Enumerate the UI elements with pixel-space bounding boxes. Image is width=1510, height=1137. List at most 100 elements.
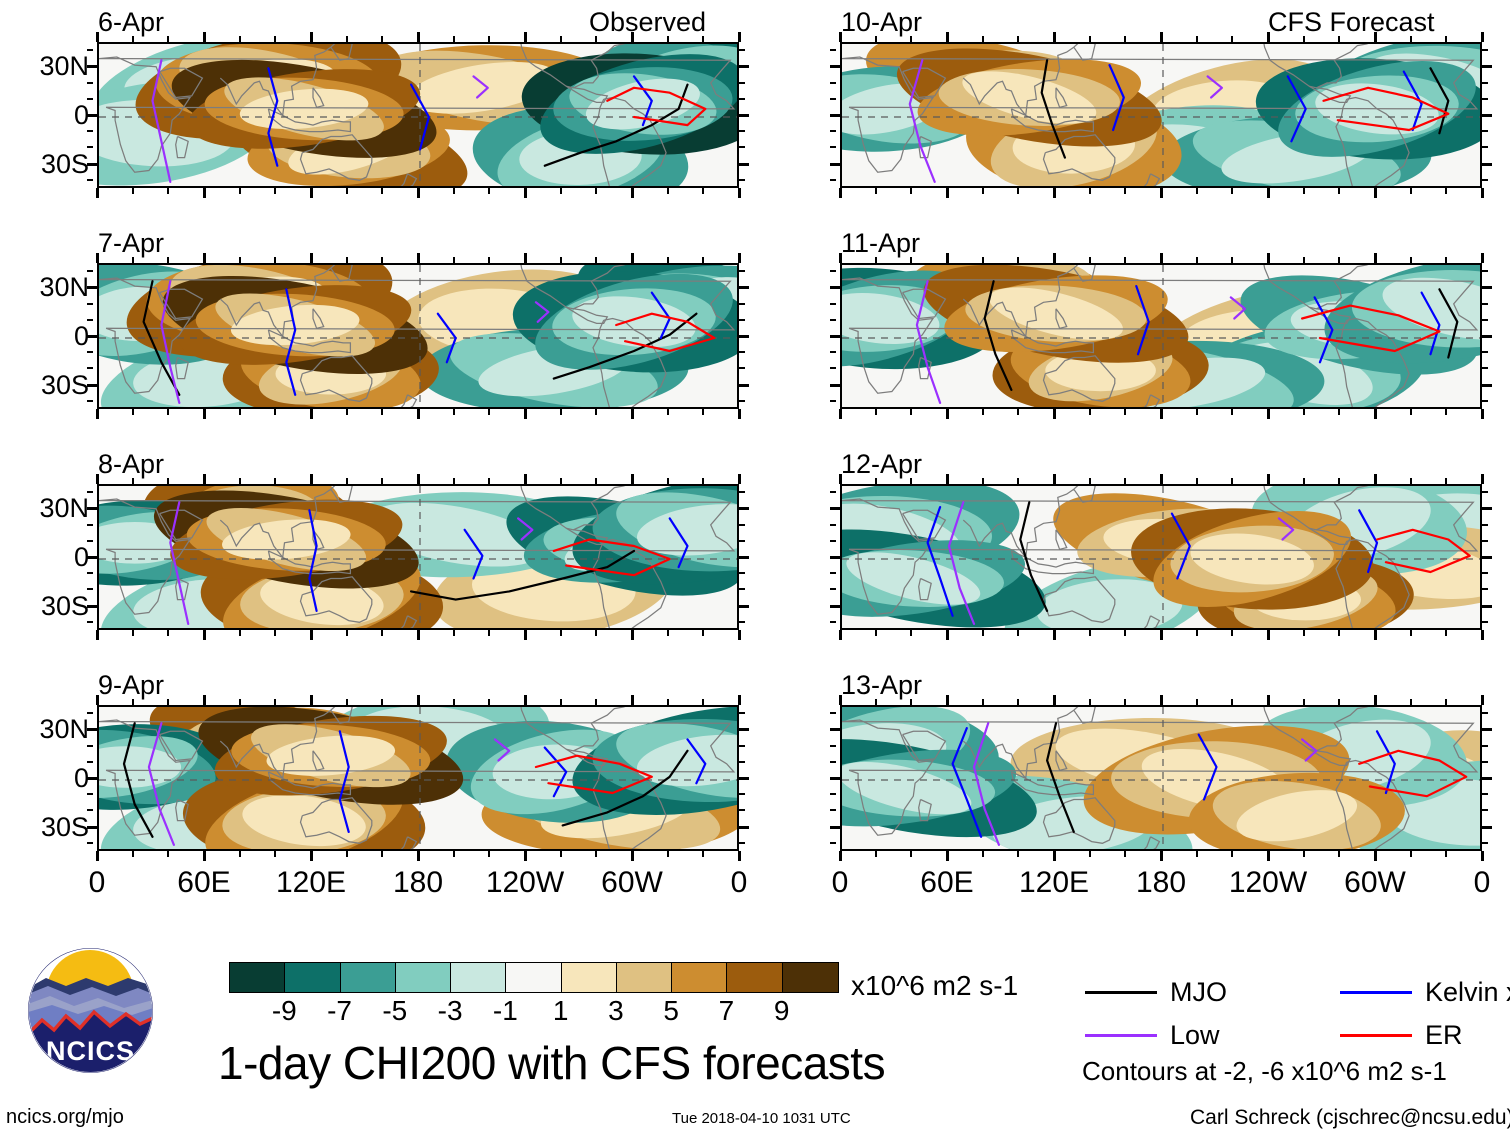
colorbar-segment (672, 963, 728, 992)
tick-mark (381, 478, 384, 484)
map-panel[interactable] (840, 263, 1482, 409)
y-tick-label: 30S (40, 811, 89, 842)
tick-mark (739, 399, 745, 402)
tick-mark (666, 409, 669, 415)
tick-mark (1482, 507, 1492, 511)
tick-mark (131, 478, 134, 484)
tick-mark (981, 36, 984, 42)
map-panel[interactable] (840, 705, 1482, 851)
tick-mark (1053, 32, 1056, 42)
tick-mark (910, 257, 913, 263)
tick-mark (874, 409, 877, 415)
tick-mark (739, 270, 745, 273)
tick-mark (666, 36, 669, 42)
x-tick-marks (96, 851, 741, 861)
tick-mark (87, 302, 93, 305)
tick-mark (274, 630, 277, 636)
tick-mark (739, 539, 745, 542)
tick-mark (1445, 188, 1448, 194)
tick-mark (666, 257, 669, 263)
tick-mark (666, 188, 669, 194)
tick-mark (1302, 851, 1305, 857)
kelvin-contour (267, 67, 279, 167)
tick-mark (1409, 699, 1412, 705)
tick-mark (830, 777, 840, 780)
tick-mark (274, 36, 277, 42)
tick-mark (739, 777, 749, 780)
map-panel[interactable] (97, 705, 739, 851)
er-contour (534, 754, 653, 795)
mjo-contour (1438, 288, 1459, 359)
tick-mark (131, 699, 134, 705)
tick-mark (238, 630, 241, 636)
y-tick-marks (1482, 705, 1492, 851)
tick-mark (417, 188, 420, 198)
tick-mark (874, 257, 877, 263)
tick-mark (87, 507, 97, 511)
tick-mark (310, 630, 313, 640)
y-tick-label: 30S (40, 590, 89, 621)
tick-mark (830, 620, 836, 623)
map-panel[interactable] (97, 484, 739, 630)
tick-mark (739, 825, 749, 829)
panel-date-label: 8-Apr (98, 449, 165, 479)
tick-mark (87, 620, 93, 623)
tick-mark (1445, 699, 1448, 705)
tick-mark (1231, 409, 1234, 415)
map-panel[interactable] (97, 42, 739, 188)
tick-mark (167, 478, 170, 484)
kelvin-contour (926, 506, 954, 617)
tick-mark (981, 478, 984, 484)
low-contour (534, 301, 550, 323)
tick-mark (739, 65, 749, 69)
tick-mark (739, 367, 745, 370)
tick-mark (96, 695, 99, 705)
tick-mark (488, 257, 491, 263)
er-contour (552, 538, 671, 577)
y-tick-marks (1482, 42, 1492, 188)
legend-label: MJO (1170, 977, 1227, 1007)
tick-mark (274, 851, 277, 857)
tick-mark (739, 728, 749, 732)
tick-mark (739, 335, 749, 338)
tick-mark (488, 36, 491, 42)
coastlines (842, 486, 1479, 628)
coastlines (99, 44, 736, 186)
tick-mark (739, 523, 745, 526)
mjo-contour (543, 83, 689, 167)
map-panel[interactable] (840, 42, 1482, 188)
map-canvas (842, 44, 1480, 186)
x-tick-marks (839, 188, 1484, 198)
column-header-right: CFS Forecast (1268, 7, 1435, 37)
svg-text:NCICS: NCICS (46, 1036, 135, 1066)
map-panel[interactable] (840, 484, 1482, 630)
tick-mark (946, 188, 949, 198)
tick-mark (981, 188, 984, 194)
tick-mark (666, 630, 669, 636)
colorbar-tick-label: -9 (271, 995, 297, 1026)
tick-mark (203, 474, 206, 484)
tick-mark (1124, 478, 1127, 484)
tick-mark (595, 699, 598, 705)
tick-mark (87, 367, 93, 370)
tick-mark (910, 409, 913, 415)
tick-mark (1195, 630, 1198, 636)
tick-mark (1445, 257, 1448, 263)
tick-mark (1160, 474, 1163, 484)
legend-swatch-mjo (1085, 991, 1157, 994)
tick-mark (559, 257, 562, 263)
tick-mark (981, 257, 984, 263)
tick-mark (310, 409, 313, 419)
x-tick-label: 180 (392, 866, 444, 899)
tick-mark (702, 257, 705, 263)
map-panel[interactable] (97, 263, 739, 409)
figure-title: 1-day CHI200 with CFS forecasts (218, 1037, 886, 1089)
tick-mark (874, 699, 877, 705)
tick-mark (830, 383, 840, 387)
tick-mark (96, 253, 99, 263)
tick-mark (87, 809, 93, 812)
tick-mark (830, 507, 840, 511)
colorbar-segment (285, 963, 341, 992)
x-tick-label: 0 (88, 866, 106, 899)
footer-site[interactable]: ncics.org/mjo (6, 1106, 124, 1128)
